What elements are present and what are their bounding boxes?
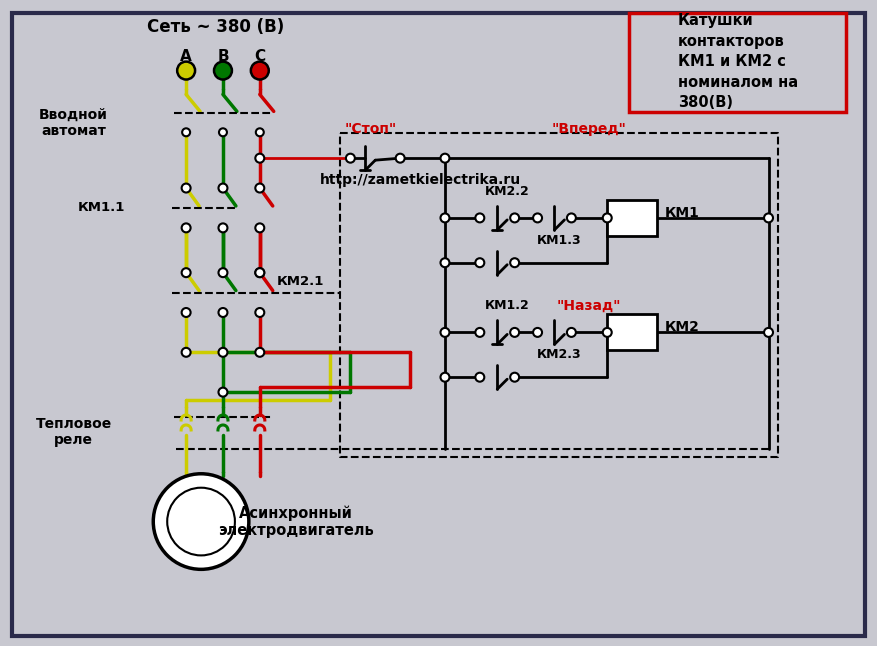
Circle shape	[168, 488, 235, 556]
Text: КМ2.2: КМ2.2	[485, 185, 530, 198]
Circle shape	[764, 328, 773, 337]
Circle shape	[510, 373, 519, 382]
Circle shape	[251, 61, 268, 79]
Circle shape	[510, 213, 519, 222]
Circle shape	[219, 129, 227, 136]
Circle shape	[533, 213, 542, 222]
Circle shape	[533, 328, 542, 337]
Circle shape	[567, 328, 576, 337]
Circle shape	[214, 61, 232, 79]
Circle shape	[510, 258, 519, 267]
Text: B: B	[217, 49, 229, 64]
Circle shape	[182, 268, 190, 277]
Circle shape	[510, 328, 519, 337]
Text: Катушки
контакторов
КМ1 и КМ2 с
номиналом на
380(В): Катушки контакторов КМ1 и КМ2 с номинало…	[678, 14, 798, 110]
Text: КМ1.2: КМ1.2	[485, 300, 530, 313]
Circle shape	[440, 258, 449, 267]
Circle shape	[218, 224, 227, 233]
Text: КМ2.1: КМ2.1	[277, 275, 324, 287]
Circle shape	[256, 129, 264, 136]
Circle shape	[255, 224, 264, 233]
Bar	[629, 13, 846, 112]
Circle shape	[255, 183, 264, 193]
Circle shape	[218, 388, 227, 397]
Text: КМ1: КМ1	[665, 206, 700, 220]
Bar	[607, 315, 657, 350]
Text: "Стоп": "Стоп"	[344, 122, 396, 136]
Circle shape	[440, 154, 449, 163]
Text: КМ2: КМ2	[665, 320, 700, 335]
Circle shape	[475, 213, 484, 222]
Text: "Назад": "Назад"	[557, 298, 622, 313]
Circle shape	[602, 213, 612, 222]
Circle shape	[177, 61, 195, 79]
Text: C: C	[254, 49, 266, 64]
Circle shape	[764, 213, 773, 222]
Circle shape	[255, 268, 264, 277]
Text: http://zametkielectrika.ru: http://zametkielectrika.ru	[319, 173, 521, 187]
Text: Сеть ~ 380 (В): Сеть ~ 380 (В)	[147, 17, 285, 36]
Circle shape	[475, 258, 484, 267]
Bar	[607, 200, 657, 236]
Circle shape	[475, 373, 484, 382]
Circle shape	[440, 373, 449, 382]
Circle shape	[255, 154, 264, 163]
Text: "Вперед": "Вперед"	[552, 122, 627, 136]
Text: КМ2.3: КМ2.3	[537, 348, 581, 361]
Circle shape	[440, 213, 449, 222]
Text: Вводной
автомат: Вводной автомат	[39, 109, 108, 138]
Text: КМ1.1: КМ1.1	[78, 202, 125, 214]
Circle shape	[182, 183, 190, 193]
Text: Асинхронный
электродвигатель: Асинхронный электродвигатель	[217, 505, 374, 538]
Circle shape	[255, 348, 264, 357]
Circle shape	[346, 154, 355, 163]
Circle shape	[255, 308, 264, 317]
Circle shape	[153, 474, 249, 569]
Circle shape	[475, 328, 484, 337]
Circle shape	[255, 268, 264, 277]
Circle shape	[218, 348, 227, 357]
Circle shape	[182, 348, 190, 357]
Text: КМ1.3: КМ1.3	[537, 234, 581, 247]
Circle shape	[182, 308, 190, 317]
Text: Тепловое
реле: Тепловое реле	[35, 417, 111, 447]
Circle shape	[218, 268, 227, 277]
Circle shape	[602, 328, 612, 337]
Circle shape	[567, 213, 576, 222]
Circle shape	[182, 224, 190, 233]
Circle shape	[182, 129, 190, 136]
Circle shape	[218, 308, 227, 317]
Circle shape	[396, 154, 404, 163]
Circle shape	[218, 183, 227, 193]
Text: A: A	[181, 49, 192, 64]
Circle shape	[440, 328, 449, 337]
